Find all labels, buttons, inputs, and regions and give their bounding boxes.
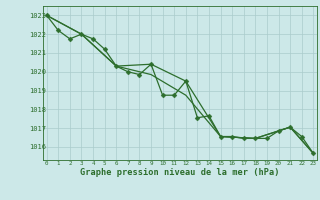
X-axis label: Graphe pression niveau de la mer (hPa): Graphe pression niveau de la mer (hPa) xyxy=(80,168,280,177)
